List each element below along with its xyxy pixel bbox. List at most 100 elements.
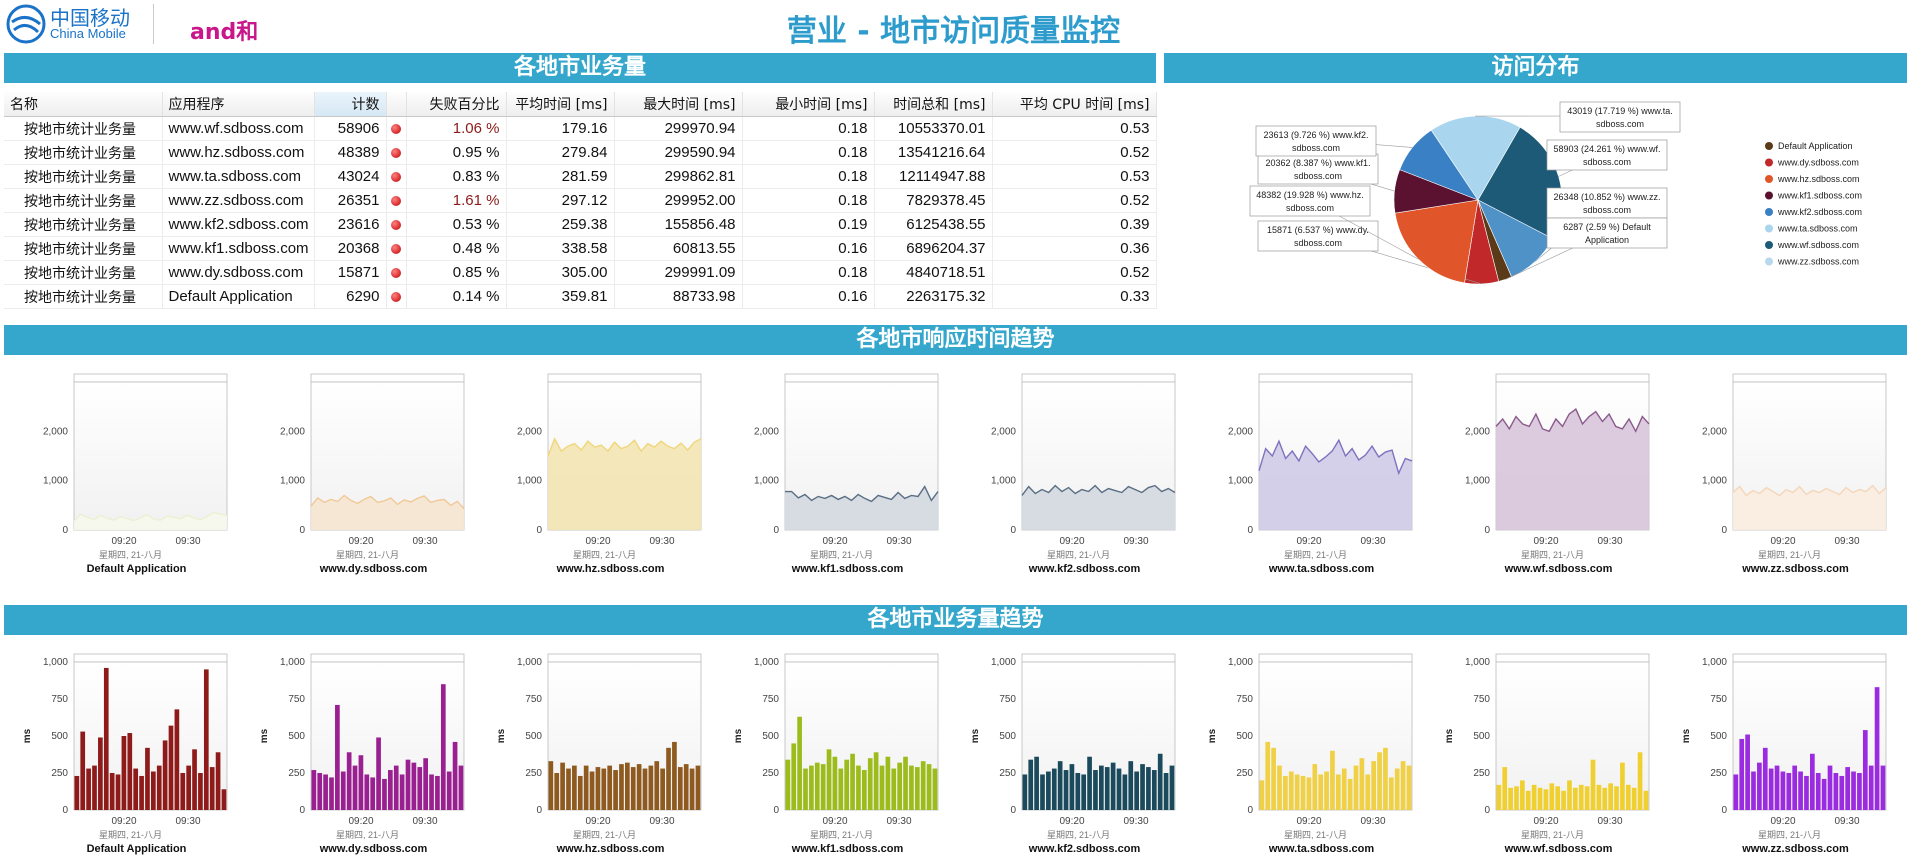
bar[interactable] [1880,765,1886,810]
bar[interactable] [1163,773,1169,810]
bar[interactable] [151,771,156,810]
bar[interactable] [203,669,209,810]
table-row[interactable]: 按地市统计业务量 www.kf1.sdboss.com 20368 0.48 % 338… [4,236,1157,261]
bar[interactable] [1347,778,1353,810]
bar[interactable] [1146,767,1151,810]
bar[interactable] [329,777,334,810]
bar[interactable] [1336,774,1341,810]
bar[interactable] [791,743,797,810]
bar[interactable] [127,733,133,810]
bar[interactable] [1792,765,1798,810]
bar[interactable] [1821,778,1827,810]
table-row[interactable]: 按地市统计业务量 Default Application 6290 0.14 % 359… [4,284,1157,309]
bar[interactable] [115,774,121,810]
bar[interactable] [1745,734,1750,810]
bar[interactable] [1637,752,1643,810]
bar[interactable] [666,747,671,810]
column-header[interactable] [386,92,407,117]
bar[interactable] [920,761,926,810]
panel-range-bar[interactable] [1258,653,1413,663]
bar[interactable] [932,768,938,810]
bar[interactable] [1063,770,1069,810]
bar[interactable] [1081,774,1087,810]
bar[interactable] [335,704,340,810]
bar[interactable] [1324,771,1329,810]
bar[interactable] [1300,775,1306,810]
bar[interactable] [1294,774,1300,810]
bar[interactable] [1543,789,1549,810]
bar[interactable] [589,771,595,810]
column-header[interactable]: 计数 [314,92,387,117]
bar[interactable] [572,765,577,810]
bar[interactable] [1034,756,1039,810]
bar[interactable] [1868,765,1874,810]
bar[interactable] [1169,765,1175,810]
bar[interactable] [619,764,624,810]
bar[interactable] [695,765,701,810]
panel-range-bar[interactable] [547,653,702,663]
bar[interactable] [1567,780,1572,810]
bar[interactable] [1780,771,1786,810]
bar[interactable] [1365,774,1371,810]
bar[interactable] [1028,759,1034,810]
column-header[interactable]: 最小时间 [ms] [742,92,875,117]
bar[interactable] [1851,771,1856,810]
bar[interactable] [1537,787,1543,810]
bar[interactable] [1584,786,1590,810]
bar[interactable] [1277,765,1282,810]
bar[interactable] [446,771,452,810]
bar[interactable] [583,765,589,810]
bar[interactable] [1388,777,1394,810]
bar[interactable] [1514,786,1519,810]
bar[interactable] [1353,765,1359,810]
bar[interactable] [80,731,86,810]
bar[interactable] [352,765,358,810]
bar[interactable] [405,759,411,810]
bar[interactable] [376,737,381,810]
bar[interactable] [566,768,571,810]
bar[interactable] [850,753,855,810]
bar[interactable] [809,765,814,810]
bar[interactable] [399,774,405,810]
column-header[interactable]: 平均时间 [ms] [506,92,615,117]
table-row[interactable]: 按地市统计业务量 www.kf2.sdboss.com 23616 0.53 % 259… [4,212,1157,237]
bar[interactable] [145,747,150,810]
bar[interactable] [613,770,618,810]
bar[interactable] [1573,787,1578,810]
bar[interactable] [1739,738,1745,810]
bar[interactable] [109,773,115,810]
bar[interactable] [1827,765,1833,810]
bar[interactable] [98,737,103,810]
bar[interactable] [595,767,601,810]
bar[interactable] [215,752,221,810]
bar[interactable] [826,749,832,810]
panel-range-bar[interactable] [547,373,702,383]
bar[interactable] [1359,758,1365,810]
bar[interactable] [1751,771,1756,810]
bar[interactable] [909,765,914,810]
bar[interactable] [903,756,908,810]
column-header[interactable]: 名称 [4,92,163,117]
table-row[interactable]: 按地市统计业务量 www.wf.sdboss.com 58906 1.06 % 179.… [4,116,1157,141]
bar[interactable] [1561,790,1566,810]
bar[interactable] [1590,759,1596,810]
bar[interactable] [797,716,802,810]
bar[interactable] [1157,753,1163,810]
bar[interactable] [1798,771,1803,810]
bar[interactable] [548,761,554,810]
bar[interactable] [346,752,352,810]
bar[interactable] [926,764,932,810]
bar[interactable] [1383,747,1388,810]
bar[interactable] [1283,775,1288,810]
column-header[interactable]: 最大时间 [ms] [614,92,743,117]
bar[interactable] [1874,687,1880,810]
bar[interactable] [654,761,660,810]
bar[interactable] [1377,752,1382,810]
bar[interactable] [186,765,191,810]
bar[interactable] [862,770,867,810]
bar[interactable] [209,767,215,810]
bar[interactable] [677,767,683,810]
bar[interactable] [417,767,423,810]
bar[interactable] [891,768,897,810]
pie-slice[interactable] [1394,199,1479,284]
